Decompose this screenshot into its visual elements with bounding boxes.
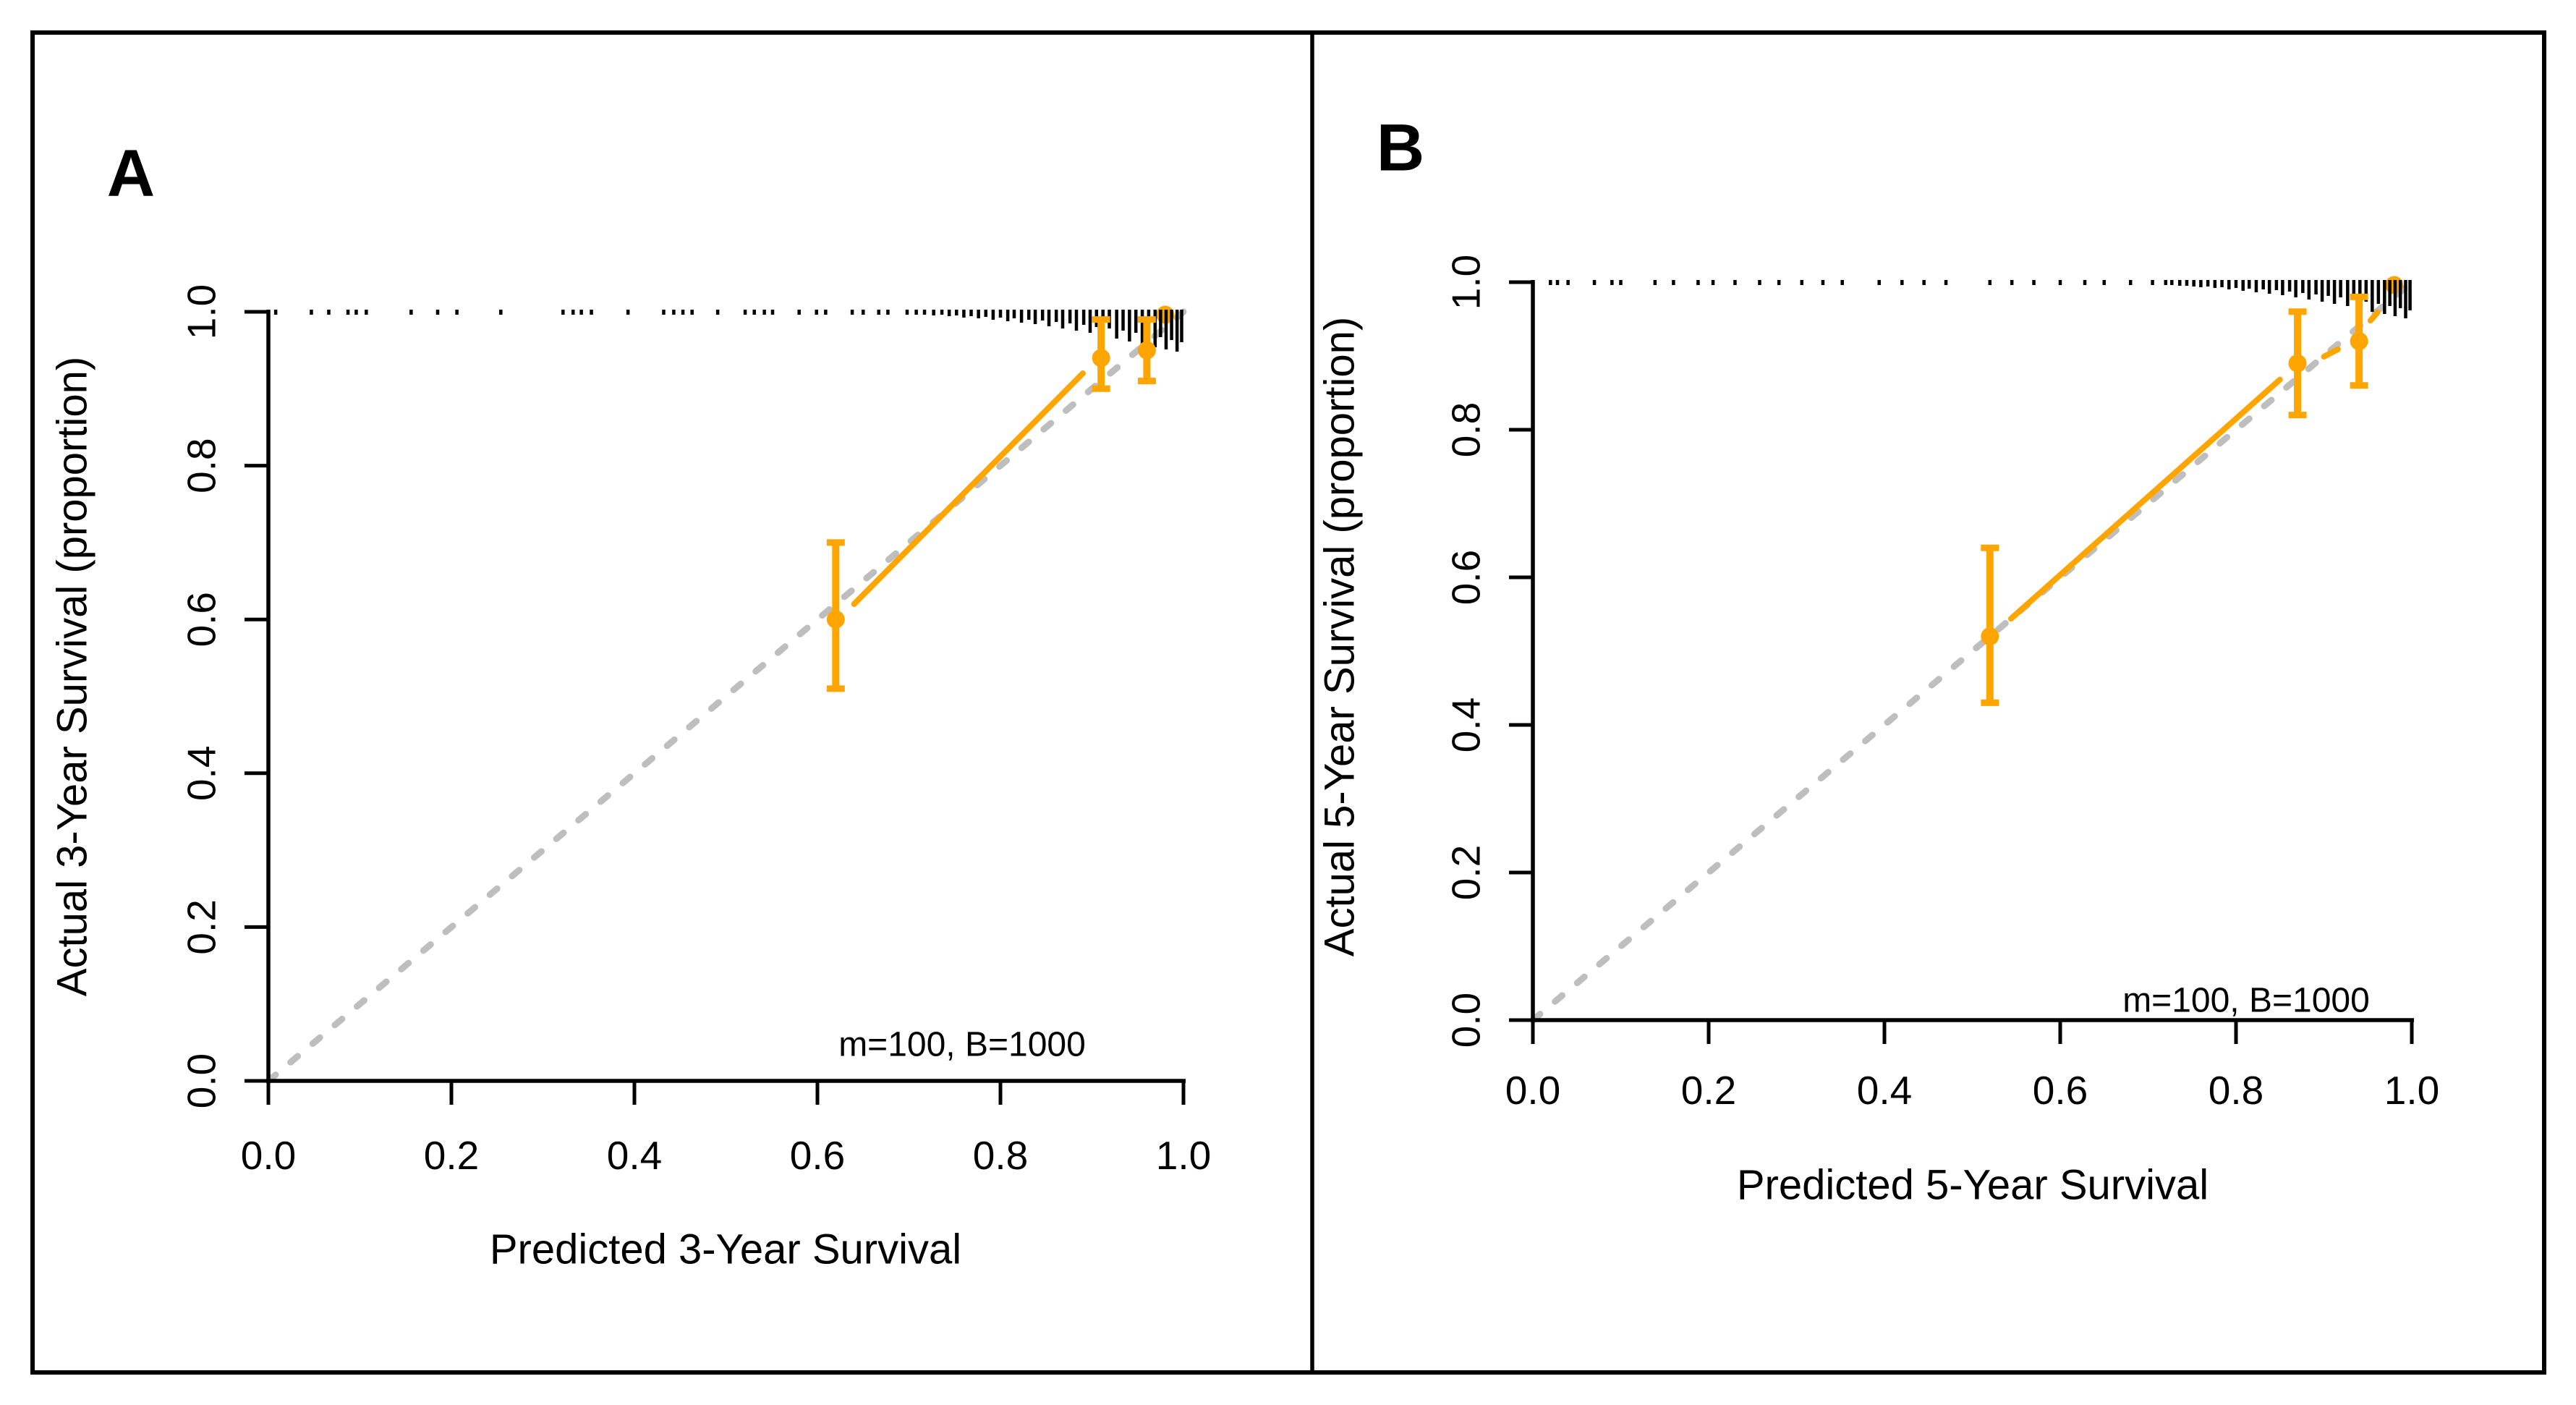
panel-b-x-tick-label: 0.4 [1857, 1068, 1912, 1113]
panel-a-x-tick-label: 0.6 [790, 1133, 845, 1178]
panel-a-calibration-curve-segment [851, 370, 1086, 607]
panel-b-y-tick-label: 0.4 [1444, 697, 1489, 752]
panel-a-data-point [826, 610, 845, 629]
panel-b-x-tick-label: 0.8 [2209, 1068, 2263, 1113]
panel-a-x-tick-label: 0.2 [424, 1133, 479, 1178]
panel-b-calibration-curve-segment [2321, 346, 2341, 360]
panel-b-y-tick-label: 0.8 [1444, 402, 1489, 457]
panel-a-ideal-line [265, 308, 1187, 1084]
panel-b-ideal-line [1529, 279, 2415, 1024]
panel-b-y-tick-label: 0.0 [1444, 993, 1489, 1048]
panel-a-y-tick-label: 0.6 [179, 592, 224, 647]
panel-b-x-axis-title: Predicted 5-Year Survival [1736, 1161, 2209, 1209]
panel-a-x-tick-label: 1.0 [1156, 1133, 1211, 1178]
panel-b-x-tick-label: 0.0 [1505, 1068, 1560, 1113]
figure-border [30, 30, 2546, 1375]
panel-a-y-tick-label: 0.4 [179, 746, 224, 801]
panel-b-y-tick-label: 0.6 [1444, 550, 1489, 605]
panel-a-x-tick-label: 0.8 [973, 1133, 1028, 1178]
panel-a-x-tick-label: 0.0 [241, 1133, 296, 1178]
panel-a-y-tick-label: 0.2 [179, 899, 224, 954]
panel-a-data-point [1137, 341, 1156, 360]
panel-a-x-tick-label: 0.4 [607, 1133, 662, 1178]
panel-b-x-tick-label: 0.6 [2033, 1068, 2088, 1113]
panel-a-y-axis-title: Actual 3-Year Survival (proportion) [48, 356, 96, 997]
panel-a-data-point [1092, 349, 1110, 368]
panel-b-letter: B [1376, 111, 1425, 185]
panel-b-y-axis-title: Actual 5-Year Survival (proportion) [1316, 316, 1364, 957]
panel-b-x-tick-label: 1.0 [2384, 1068, 2439, 1113]
panel-b-calibration-curve-segment [2007, 376, 2283, 622]
panel-b-annotation: m=100, B=1000 [2122, 981, 2370, 1020]
panel-b-y-tick-label: 1.0 [1444, 255, 1489, 310]
panel-a-y-tick-label: 1.0 [179, 284, 224, 339]
panel-b-x-tick-label: 0.2 [1681, 1068, 1736, 1113]
panel-b-data-point [2288, 354, 2307, 373]
panel-a-y-tick-label: 0.0 [179, 1053, 224, 1108]
panel-b-calibration-curve-segment [2367, 309, 2381, 324]
panel-b-data-point [2350, 332, 2368, 351]
panel-a-annotation: m=100, B=1000 [838, 1025, 1086, 1064]
panel-b-data-point [1981, 627, 1999, 646]
panel-b-y-tick-label: 0.2 [1444, 845, 1489, 900]
panel-a-y-tick-label: 0.8 [179, 438, 224, 493]
panel-a-letter: A [106, 136, 156, 211]
panel-a-x-axis-title: Predicted 3-Year Survival [489, 1226, 962, 1273]
